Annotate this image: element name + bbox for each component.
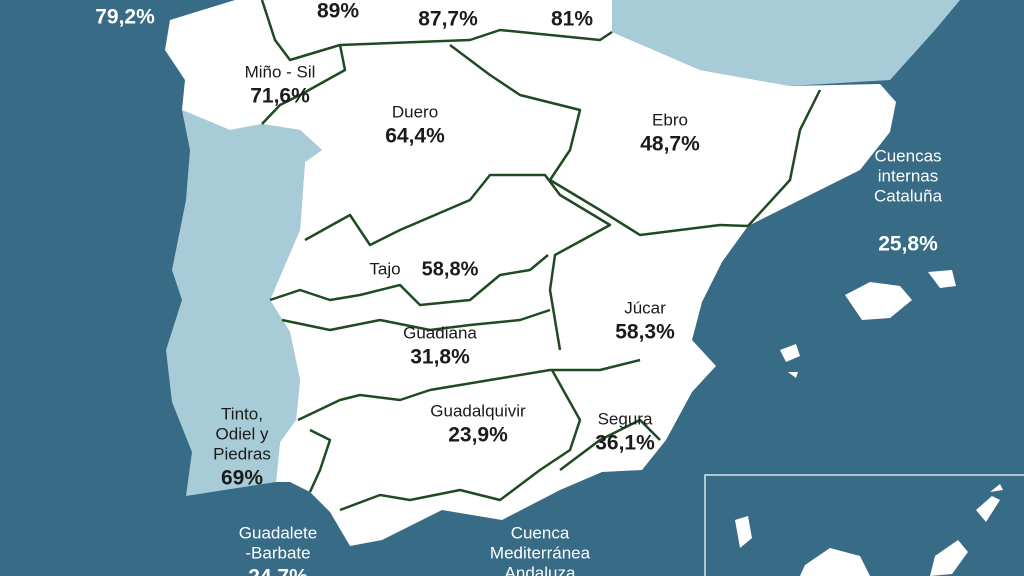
canary-inset [704,474,1024,576]
region-name: Guadiana [403,323,477,342]
region-value: 24,7% [248,566,308,576]
labels: 79,2% 89% 87,7% 81% Miño - Sil 71,6% Duero 64,4… [95,0,942,576]
region-name: Guadalete [239,523,317,542]
spain [165,0,896,546]
region-name: Segura [598,409,653,428]
region-name: Duero [392,102,438,121]
region-value: 58,8% [422,258,479,280]
region-value: 71,6% [250,85,310,108]
region-name: Tinto, [221,404,263,423]
region-value: 69% [221,467,263,490]
region-value: 87,7% [418,8,478,31]
region-value: 64,4% [385,125,445,148]
region-value: 31,8% [410,346,470,369]
region-name: Tajo [369,259,400,278]
region-name: Mediterránea [490,543,591,562]
region-value: 23,9% [448,424,508,447]
region-value: 25,8% [878,233,938,256]
canary-islands [735,484,1003,576]
islands [780,270,956,378]
region-name: Andaluza [505,563,576,576]
region-value: 58,3% [615,321,675,344]
portugal [166,110,322,496]
region-name: Piedras [213,444,271,463]
region-value: 81% [551,8,593,31]
region-value: 48,7% [640,133,700,156]
region-name: internas [878,166,938,185]
basin-borders [260,0,822,512]
region-name: Júcar [624,298,666,317]
region-name: Guadalquivir [430,401,526,420]
region-name: Cataluña [874,186,943,205]
region-name: Odiel y [216,424,269,443]
france [610,0,960,86]
region-name: -Barbate [245,543,310,562]
region-value: 36,1% [595,432,655,455]
region-name: Miño - Sil [245,62,316,81]
region-value: 89% [317,0,359,23]
region-value: 79,2% [95,6,155,29]
region-name: Cuenca [511,523,570,542]
region-name: Ebro [652,110,688,129]
region-name: Cuencas [874,146,941,165]
